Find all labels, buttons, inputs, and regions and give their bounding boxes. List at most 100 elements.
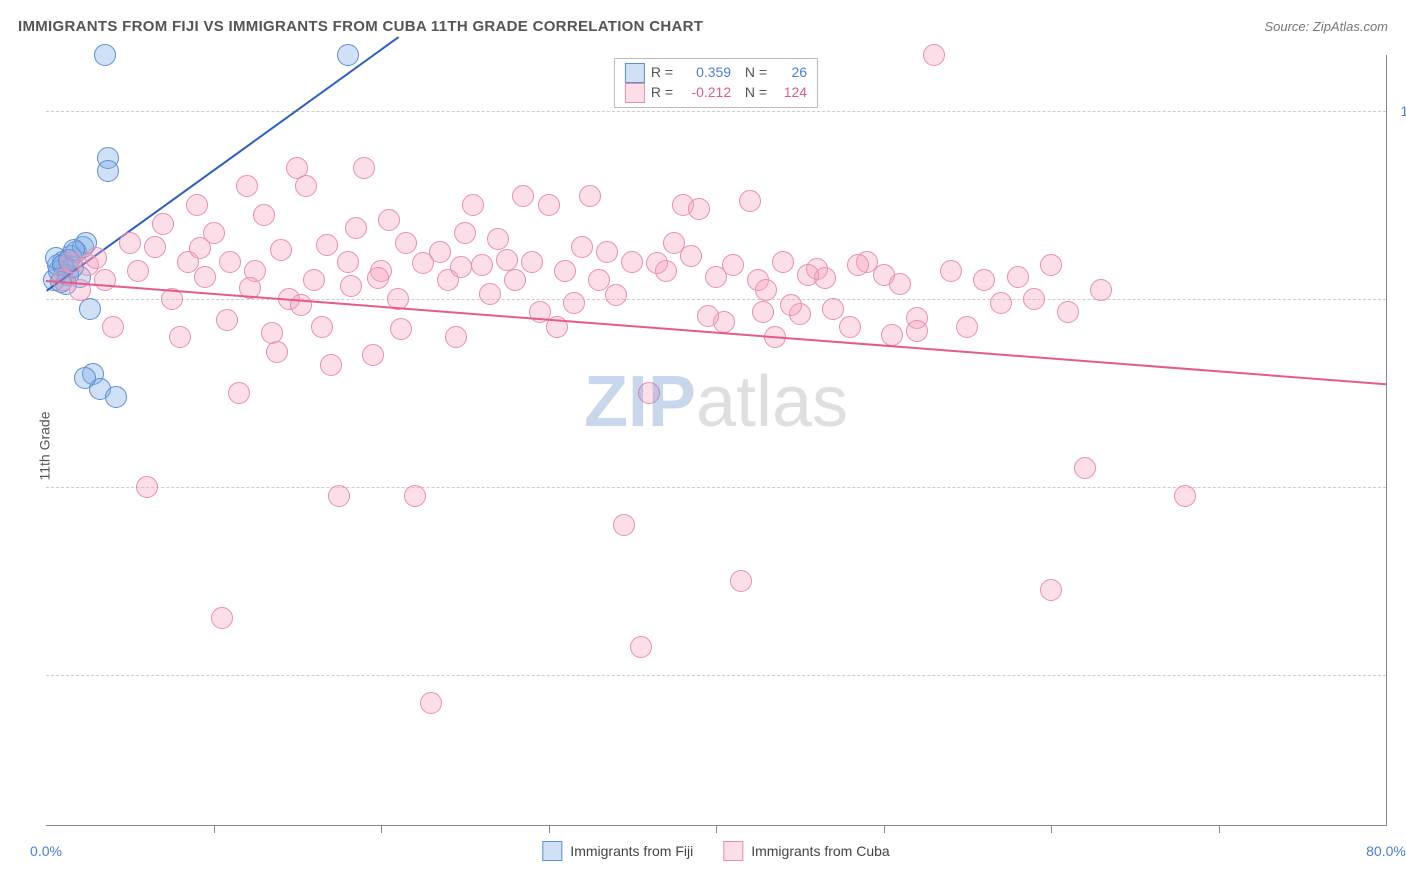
x-tick [381, 825, 382, 833]
data-point [521, 251, 543, 273]
data-point [822, 298, 844, 320]
data-point [395, 232, 417, 254]
data-point [105, 386, 127, 408]
data-point [571, 236, 593, 258]
data-point [940, 260, 962, 282]
data-point [270, 239, 292, 261]
source-attribution: Source: ZipAtlas.com [1264, 19, 1388, 34]
data-point [596, 241, 618, 263]
data-point [772, 251, 794, 273]
data-point [119, 232, 141, 254]
data-point [340, 275, 362, 297]
data-point [211, 607, 233, 629]
data-point [337, 251, 359, 273]
data-point [839, 316, 861, 338]
scatter-chart: ZIPatlas R = 0.359 N = 26R = -0.212 N = … [46, 55, 1387, 826]
data-point [462, 194, 484, 216]
data-point [194, 266, 216, 288]
data-point [102, 316, 124, 338]
data-point [404, 485, 426, 507]
legend-stat-row: R = -0.212 N = 124 [625, 83, 807, 103]
legend-item: Immigrants from Fiji [542, 841, 693, 861]
data-point [85, 247, 107, 269]
data-point [1023, 288, 1045, 310]
x-tick [884, 825, 885, 833]
x-tick [549, 825, 550, 833]
data-point [512, 185, 534, 207]
data-point [316, 234, 338, 256]
data-point [236, 175, 258, 197]
data-point [290, 294, 312, 316]
data-point [97, 160, 119, 182]
data-point [266, 341, 288, 363]
data-point [390, 318, 412, 340]
data-point [722, 254, 744, 276]
watermark: ZIPatlas [584, 361, 848, 443]
data-point [730, 570, 752, 592]
data-point [646, 252, 668, 274]
data-point [228, 382, 250, 404]
data-point [496, 249, 518, 271]
data-point [337, 44, 359, 66]
data-point [144, 236, 166, 258]
data-point [780, 294, 802, 316]
data-point [169, 326, 191, 348]
data-point [94, 269, 116, 291]
data-point [367, 267, 389, 289]
data-point [189, 237, 211, 259]
data-point [579, 185, 601, 207]
data-point [79, 298, 101, 320]
data-point [1057, 301, 1079, 323]
data-point [303, 269, 325, 291]
data-point [412, 252, 434, 274]
data-point [973, 269, 995, 291]
chart-title: IMMIGRANTS FROM FIJI VS IMMIGRANTS FROM … [18, 18, 703, 35]
data-point [353, 157, 375, 179]
legend-stat-row: R = 0.359 N = 26 [625, 63, 807, 83]
data-point [797, 264, 819, 286]
data-point [345, 217, 367, 239]
x-tick [716, 825, 717, 833]
data-point [1174, 485, 1196, 507]
data-point [1040, 579, 1062, 601]
x-tick [214, 825, 215, 833]
data-point [504, 269, 526, 291]
data-point [554, 260, 576, 282]
data-point [450, 256, 472, 278]
data-point [479, 283, 501, 305]
data-point [956, 316, 978, 338]
data-point [219, 251, 241, 273]
data-point [680, 245, 702, 267]
data-point [889, 273, 911, 295]
data-point [420, 692, 442, 714]
data-point [136, 476, 158, 498]
data-point [847, 254, 869, 276]
trend-line [46, 280, 1386, 385]
data-point [906, 320, 928, 342]
y-tick-label: 100.0% [1401, 103, 1406, 119]
data-point [186, 194, 208, 216]
data-point [454, 222, 476, 244]
data-point [1090, 279, 1112, 301]
data-point [320, 354, 342, 376]
data-point [605, 284, 627, 306]
data-point [362, 344, 384, 366]
data-point [563, 292, 585, 314]
data-point [311, 316, 333, 338]
data-point [152, 213, 174, 235]
data-point [1040, 254, 1062, 276]
data-point [471, 254, 493, 276]
x-tick-label: 80.0% [1366, 843, 1406, 859]
data-point [638, 382, 660, 404]
data-point [127, 260, 149, 282]
data-point [621, 251, 643, 273]
data-point [688, 198, 710, 220]
data-point [1074, 457, 1096, 479]
gridline [46, 675, 1386, 676]
data-point [74, 367, 96, 389]
data-point [378, 209, 400, 231]
data-point [445, 326, 467, 348]
legend-stats: R = 0.359 N = 26R = -0.212 N = 124 [614, 58, 818, 108]
data-point [630, 636, 652, 658]
data-point [253, 204, 275, 226]
